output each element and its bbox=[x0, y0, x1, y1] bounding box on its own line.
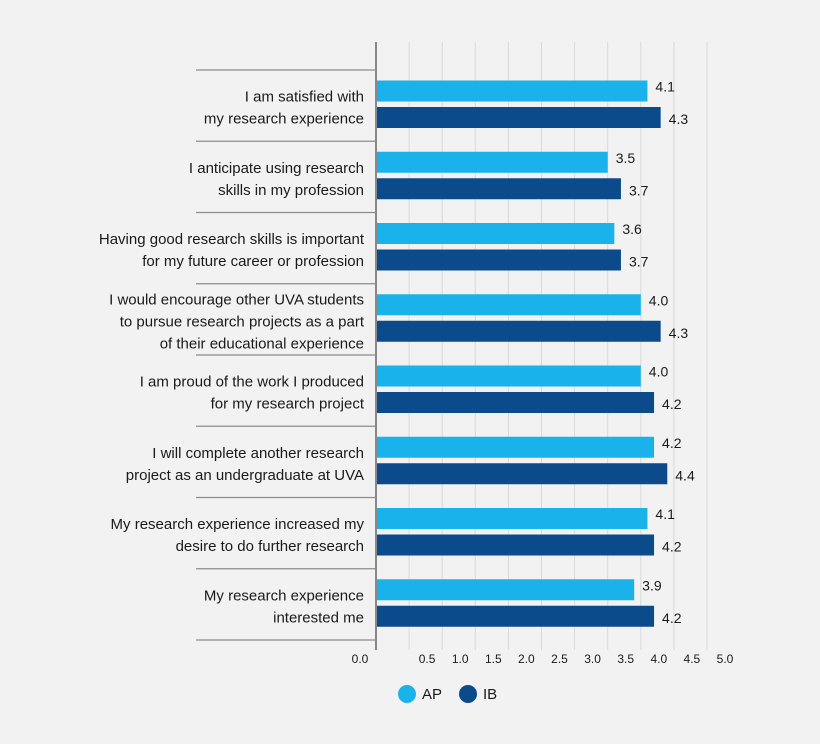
category-label-line: desire to do further research bbox=[176, 538, 364, 555]
value-label: 4.2 bbox=[662, 610, 682, 626]
category-label: My research experience interested me bbox=[204, 587, 364, 626]
value-label: 4.2 bbox=[662, 435, 682, 451]
category-label-line: I am proud of the work I produced bbox=[140, 374, 364, 391]
x-tick-label: 3.5 bbox=[617, 652, 634, 666]
bar-ib bbox=[377, 107, 661, 128]
value-label: 3.5 bbox=[616, 150, 636, 166]
x-tick-label: 0.0 bbox=[352, 652, 369, 666]
category-label-line: for my research project bbox=[211, 396, 365, 413]
legend: AP IB bbox=[398, 685, 497, 703]
category-label: I would encourage other UVA students to p… bbox=[109, 291, 365, 352]
x-tick-label: 3.0 bbox=[584, 652, 601, 666]
legend-swatch-ap bbox=[398, 685, 416, 703]
value-labels: 4.1 4.3 3.5 3.7 3.6 3.7 4.0 4.3 4.0 4.2 4.2 4.4 4.1 4… bbox=[616, 79, 695, 626]
bar-ap bbox=[377, 579, 635, 601]
bar-ap bbox=[377, 365, 641, 387]
bar-ib bbox=[377, 605, 655, 627]
value-label: 4.2 bbox=[662, 396, 682, 412]
value-label: 4.3 bbox=[669, 325, 689, 341]
bar-ib bbox=[377, 249, 621, 271]
x-tick-label: 4.0 bbox=[650, 652, 667, 666]
value-label: 4.1 bbox=[655, 506, 675, 522]
category-label: My research experience increased my desir… bbox=[111, 516, 365, 555]
category-label-line: I will complete another research bbox=[152, 445, 364, 462]
legend-label: IB bbox=[483, 686, 497, 703]
category-label: Having good research skills is important… bbox=[99, 231, 365, 270]
category-label-line: of their educational experience bbox=[160, 335, 364, 352]
x-axis-ticks: 0.0 0.5 1.0 1.5 2.0 2.5 3.0 3.5 4.0 4.5 5.0 bbox=[352, 652, 734, 666]
category-label: I will complete another research project … bbox=[126, 445, 364, 484]
value-label: 4.3 bbox=[669, 111, 689, 127]
bar-ap bbox=[377, 436, 655, 458]
value-label: 3.7 bbox=[629, 254, 649, 270]
bar-ib bbox=[377, 463, 668, 485]
category-label-line: I am satisfied with bbox=[245, 89, 364, 106]
x-tick-label: 1.0 bbox=[452, 652, 469, 666]
category-label-line: My research experience increased my bbox=[111, 516, 365, 533]
category-labels: I am satisfied with my research experienc… bbox=[99, 89, 365, 627]
bars bbox=[377, 80, 668, 627]
category-label-line: I anticipate using research bbox=[189, 160, 364, 177]
legend-label: AP bbox=[422, 686, 442, 703]
x-tick-label: 5.0 bbox=[717, 652, 734, 666]
x-tick-label: 1.5 bbox=[485, 652, 502, 666]
bar-ap bbox=[377, 80, 648, 102]
bar-ib bbox=[377, 392, 655, 413]
x-tick-label: 0.5 bbox=[419, 652, 436, 666]
category-label-line: for my future career or profession bbox=[142, 253, 364, 270]
category-label: I am satisfied with my research experienc… bbox=[204, 89, 364, 128]
category-label-line: skills in my profession bbox=[218, 182, 364, 199]
value-label: 4.4 bbox=[675, 467, 695, 483]
grid-lines bbox=[408, 42, 708, 650]
value-label: 3.7 bbox=[629, 182, 649, 198]
x-tick-label: 2.0 bbox=[518, 652, 535, 666]
value-label: 4.1 bbox=[655, 79, 675, 95]
bar-ib bbox=[377, 534, 655, 556]
bar-ap bbox=[377, 223, 615, 244]
bar-ap bbox=[377, 294, 641, 316]
category-label: I anticipate using research skills in my … bbox=[189, 160, 364, 199]
category-label-line: project as an undergraduate at UVA bbox=[126, 467, 364, 484]
category-separators bbox=[196, 69, 376, 641]
value-label: 3.6 bbox=[622, 221, 642, 237]
category-label-line: Having good research skills is important bbox=[99, 231, 365, 248]
bar-ap bbox=[377, 508, 648, 529]
category-label-line: My research experience bbox=[204, 587, 364, 604]
value-label: 4.0 bbox=[649, 364, 669, 380]
value-label: 3.9 bbox=[642, 577, 662, 593]
x-tick-label: 2.5 bbox=[551, 652, 568, 666]
category-label-line: I would encourage other UVA students bbox=[109, 291, 364, 308]
legend-swatch-ib bbox=[459, 685, 477, 703]
bar-ib bbox=[377, 178, 621, 200]
x-tick-label: 4.5 bbox=[684, 652, 701, 666]
bar-ib bbox=[377, 320, 661, 342]
category-label-line: to pursue research projects as a part bbox=[120, 313, 365, 330]
bar-ap bbox=[377, 151, 608, 173]
value-label: 4.2 bbox=[662, 539, 682, 555]
category-label: I am proud of the work I produced for my … bbox=[140, 374, 365, 413]
category-label-line: interested me bbox=[273, 609, 364, 626]
category-label-line: my research experience bbox=[204, 111, 364, 128]
value-label: 4.0 bbox=[649, 292, 669, 308]
